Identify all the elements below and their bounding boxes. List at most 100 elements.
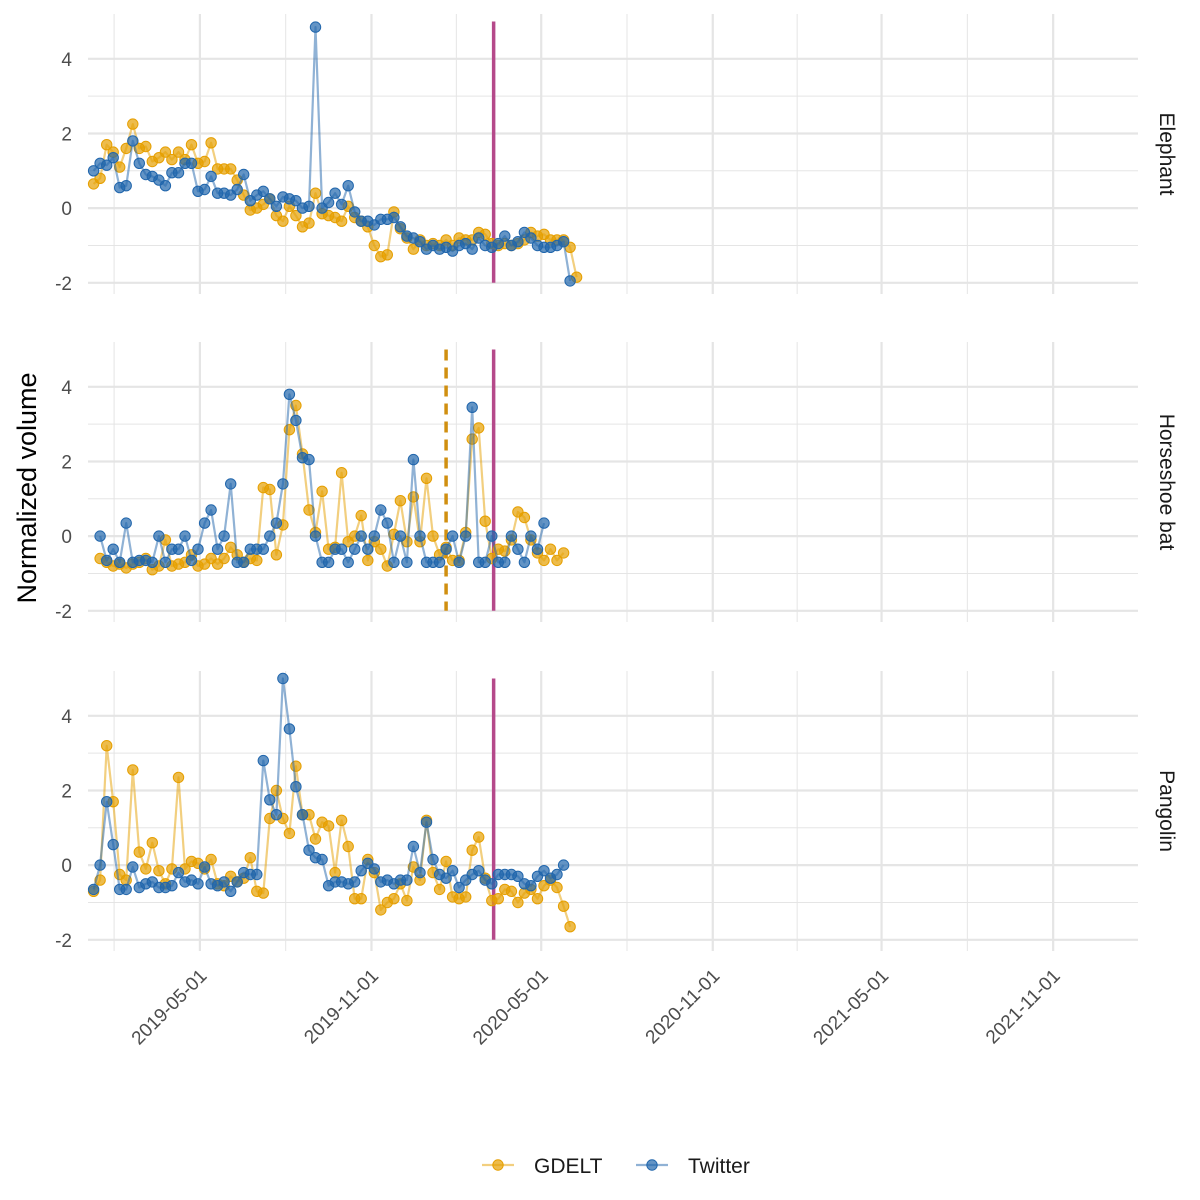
twitter-point [251, 868, 263, 881]
gdelt-point [94, 172, 106, 185]
gdelt-point [557, 547, 570, 559]
legend-item-gdelt: GDELT [482, 1155, 603, 1178]
gdelt-point [505, 885, 518, 897]
twitter-point [107, 543, 119, 555]
legend: GDELT Twitter [482, 1155, 750, 1178]
gdelt-point [557, 900, 570, 912]
y-tick-label: 4 [61, 378, 72, 399]
panels-layer: -2 0 2 4 Elephant -2 0 2 4 Horseshoe bat -2 0 2 4 Pang… [55, 14, 1178, 952]
twitter-point [433, 556, 446, 568]
twitter-point [127, 861, 139, 873]
twitter-point [557, 859, 570, 871]
gdelt-point [127, 118, 139, 130]
gdelt-point [538, 554, 550, 567]
twitter-point [198, 861, 211, 873]
gdelt-point [420, 472, 433, 484]
twitter-point [257, 543, 269, 555]
gdelt-point [277, 215, 289, 227]
twitter-point [120, 180, 132, 192]
gdelt-point [401, 894, 413, 907]
twitter-point [349, 206, 361, 218]
twitter-point [368, 530, 380, 542]
twitter-point [446, 865, 459, 877]
x-tick-label: 2020-11-01 [642, 966, 725, 1049]
x-tick-label: 2021-05-01 [810, 966, 894, 1050]
y-tick-label: -2 [55, 602, 72, 623]
panel-elephant: -2 0 2 4 Elephant [55, 14, 1178, 295]
gdelt-point [322, 820, 335, 832]
twitter-point [283, 388, 296, 400]
twitter-point [446, 530, 459, 542]
y-tick-label: -2 [55, 274, 72, 295]
twitter-point [453, 556, 465, 568]
gdelt-point [427, 530, 439, 542]
twitter-point [531, 543, 544, 555]
twitter-point [322, 556, 335, 568]
twitter-point [453, 881, 465, 894]
twitter-point [414, 236, 426, 248]
twitter-point [159, 556, 172, 568]
y-tick-label: 0 [61, 856, 72, 877]
twitter-point [349, 543, 361, 555]
panel-strip-label: Horseshoe bat [1155, 414, 1178, 551]
twitter-point [407, 840, 420, 853]
twitter-point [486, 530, 498, 542]
twitter-point [218, 530, 230, 542]
y-tick-label: 2 [61, 452, 72, 473]
twitter-point [512, 236, 524, 248]
gdelt-point [101, 740, 113, 752]
gdelt-point [531, 893, 544, 905]
twitter-point [277, 478, 289, 490]
gdelt-point [140, 863, 152, 875]
twitter-point [179, 530, 191, 542]
gdelt-point [172, 146, 185, 158]
twitter-point [238, 168, 250, 181]
x-tick-label: 2021-11-01 [982, 966, 1065, 1049]
gdelt-point [159, 146, 172, 158]
x-tick-label: 2020-05-01 [469, 966, 553, 1050]
twitter-point [492, 237, 504, 250]
twitter-point [486, 878, 498, 890]
gdelt-point [303, 217, 315, 229]
twitter-point [198, 517, 211, 529]
y-tick-label: 0 [61, 199, 72, 220]
gdelt-point [335, 215, 348, 227]
twitter-point [414, 530, 426, 542]
twitter-point [505, 530, 518, 542]
twitter-point [335, 543, 348, 555]
twitter-point [394, 221, 407, 233]
gdelt-point [290, 209, 302, 222]
twitter-point [264, 193, 276, 205]
gdelt-point [153, 865, 165, 877]
gdelt-point [433, 883, 446, 896]
gdelt-point [440, 855, 452, 868]
gdelt-point [375, 904, 387, 916]
twitter-point [420, 816, 433, 828]
twitter-point [296, 809, 309, 821]
twitter-point [270, 517, 283, 529]
x-axis: 2019-05-01 2019-11-01 2020-05-01 2020-11-01… [128, 966, 1065, 1050]
gdelt-point [466, 433, 478, 445]
twitter-point [394, 530, 407, 542]
twitter-point [375, 504, 387, 516]
gdelt-point [466, 844, 478, 856]
twitter-point [557, 236, 570, 248]
twitter-point [238, 556, 250, 568]
panel-pangolin: -2 0 2 4 Pangolin [55, 671, 1178, 952]
x-tick-label: 2019-05-01 [128, 966, 212, 1050]
gdelt-point [316, 485, 328, 497]
y-tick-label: -2 [55, 931, 72, 952]
twitter-point [283, 723, 296, 735]
twitter-point [427, 853, 439, 866]
gdelt-point [551, 881, 563, 894]
twitter-point [309, 530, 322, 542]
twitter-point [205, 504, 217, 516]
twitter-point [342, 556, 354, 568]
twitter-point [290, 195, 302, 207]
twitter-point [499, 230, 511, 242]
gdelt-point [309, 833, 322, 845]
twitter-point [185, 554, 198, 567]
gdelt-point [225, 163, 237, 175]
twitter-point [479, 556, 491, 568]
